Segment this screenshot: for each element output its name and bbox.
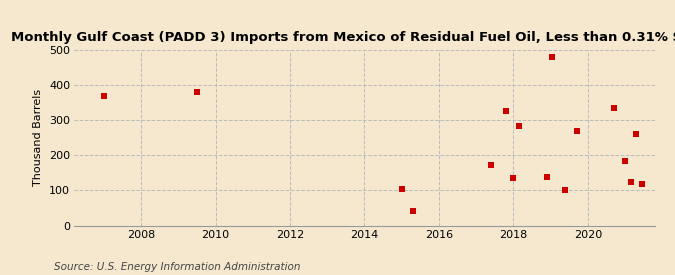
Point xyxy=(508,176,519,180)
Point xyxy=(571,129,582,133)
Y-axis label: Thousand Barrels: Thousand Barrels xyxy=(33,89,43,186)
Point xyxy=(99,94,109,98)
Point xyxy=(396,186,407,191)
Point xyxy=(541,175,552,180)
Point xyxy=(608,105,619,110)
Point xyxy=(630,132,641,136)
Point xyxy=(620,159,630,164)
Point xyxy=(514,124,524,128)
Point xyxy=(625,179,636,184)
Point xyxy=(408,208,418,213)
Text: Source: U.S. Energy Information Administration: Source: U.S. Energy Information Administ… xyxy=(54,262,300,272)
Point xyxy=(500,109,511,113)
Point xyxy=(547,55,558,59)
Point xyxy=(637,182,647,186)
Point xyxy=(485,163,496,167)
Point xyxy=(192,90,202,94)
Title: Monthly Gulf Coast (PADD 3) Imports from Mexico of Residual Fuel Oil, Less than : Monthly Gulf Coast (PADD 3) Imports from… xyxy=(11,31,675,44)
Point xyxy=(560,188,571,192)
